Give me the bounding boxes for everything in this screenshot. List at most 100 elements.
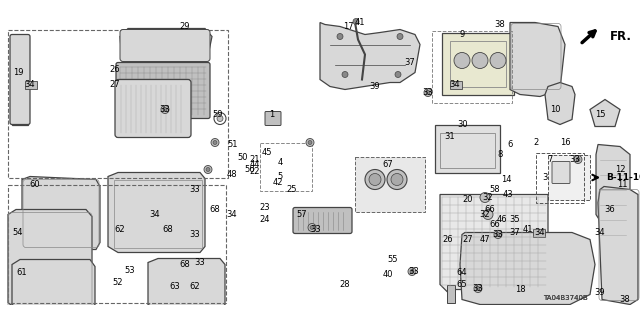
Circle shape <box>410 270 414 273</box>
Text: 22: 22 <box>250 167 260 176</box>
Circle shape <box>211 138 219 146</box>
Circle shape <box>395 71 401 78</box>
Bar <box>442 33 514 94</box>
Polygon shape <box>120 28 212 61</box>
FancyBboxPatch shape <box>120 29 210 62</box>
Circle shape <box>490 53 506 69</box>
Circle shape <box>424 88 432 97</box>
Circle shape <box>308 224 316 232</box>
Text: 27: 27 <box>109 80 120 89</box>
Text: 28: 28 <box>340 280 350 289</box>
Bar <box>533 228 545 236</box>
Text: 40: 40 <box>383 270 393 279</box>
Circle shape <box>217 115 223 122</box>
Polygon shape <box>12 259 95 309</box>
Text: 24: 24 <box>260 215 270 224</box>
Polygon shape <box>510 23 565 97</box>
Text: 2: 2 <box>533 138 539 147</box>
Text: 31: 31 <box>445 132 455 141</box>
Text: 62: 62 <box>115 225 125 234</box>
Bar <box>260 143 312 190</box>
FancyBboxPatch shape <box>115 79 191 137</box>
Text: 57: 57 <box>297 210 307 219</box>
Text: 44: 44 <box>250 160 260 169</box>
Circle shape <box>163 108 167 112</box>
Polygon shape <box>596 145 630 249</box>
Text: 68: 68 <box>163 225 173 234</box>
Text: 21: 21 <box>250 155 260 164</box>
Text: 25: 25 <box>287 185 297 194</box>
Text: 33: 33 <box>422 88 433 97</box>
Text: 33: 33 <box>408 267 419 276</box>
Text: 50: 50 <box>237 153 248 162</box>
Text: 66: 66 <box>490 220 500 229</box>
Text: 47: 47 <box>480 235 490 244</box>
Polygon shape <box>598 187 638 305</box>
Bar <box>355 157 425 211</box>
Text: B-11-10: B-11-10 <box>606 173 640 182</box>
Circle shape <box>426 91 430 94</box>
Text: 65: 65 <box>457 280 467 289</box>
Text: 26: 26 <box>443 235 453 244</box>
Text: 33: 33 <box>493 230 504 239</box>
Polygon shape <box>545 83 575 124</box>
Text: 58: 58 <box>490 185 500 194</box>
Bar <box>548 154 590 199</box>
Text: 36: 36 <box>605 205 616 214</box>
Polygon shape <box>440 195 548 293</box>
Circle shape <box>474 285 482 293</box>
FancyBboxPatch shape <box>116 63 210 118</box>
FancyBboxPatch shape <box>10 34 30 124</box>
Text: 1: 1 <box>269 110 275 119</box>
Text: 9: 9 <box>460 30 465 39</box>
Text: TA04B3740B: TA04B3740B <box>543 294 588 300</box>
Text: 17: 17 <box>342 22 353 31</box>
Circle shape <box>369 174 381 186</box>
Circle shape <box>337 33 343 40</box>
Text: 32: 32 <box>480 210 490 219</box>
Text: 33: 33 <box>310 225 321 234</box>
Text: 11: 11 <box>617 180 627 189</box>
Text: 63: 63 <box>170 282 180 291</box>
Polygon shape <box>22 176 100 249</box>
Text: 27: 27 <box>463 235 474 244</box>
Circle shape <box>454 53 470 69</box>
Text: 29: 29 <box>180 22 190 31</box>
Text: 34: 34 <box>150 210 160 219</box>
Text: 32: 32 <box>483 193 493 202</box>
Circle shape <box>342 71 348 78</box>
Text: 34: 34 <box>227 210 237 219</box>
Text: 33: 33 <box>195 258 205 267</box>
Text: 37: 37 <box>509 228 520 237</box>
Text: 38: 38 <box>620 295 630 304</box>
Bar <box>440 132 495 167</box>
Polygon shape <box>320 23 420 90</box>
Text: 45: 45 <box>262 148 272 157</box>
Text: 4: 4 <box>277 158 283 167</box>
Text: 59: 59 <box>212 110 223 119</box>
Text: 61: 61 <box>17 268 28 277</box>
Text: 18: 18 <box>515 285 525 294</box>
Text: 19: 19 <box>13 68 23 77</box>
Bar <box>25 80 37 88</box>
Text: 34: 34 <box>25 80 35 89</box>
Text: 41: 41 <box>355 18 365 27</box>
Bar <box>8 184 226 302</box>
Polygon shape <box>590 100 620 127</box>
Text: 64: 64 <box>457 268 467 277</box>
Polygon shape <box>8 210 92 309</box>
Text: 5: 5 <box>277 172 283 181</box>
Text: 48: 48 <box>227 170 237 179</box>
Circle shape <box>306 138 314 146</box>
Text: TA04B3740B: TA04B3740B <box>543 294 588 300</box>
Text: 33: 33 <box>570 155 580 164</box>
Text: 54: 54 <box>13 228 23 237</box>
Text: 37: 37 <box>404 58 415 67</box>
Text: 16: 16 <box>560 138 570 147</box>
Circle shape <box>397 33 403 40</box>
Bar <box>8 29 228 177</box>
Bar <box>432 31 512 102</box>
Text: 26: 26 <box>109 65 120 74</box>
Polygon shape <box>148 258 225 309</box>
Polygon shape <box>460 233 595 305</box>
